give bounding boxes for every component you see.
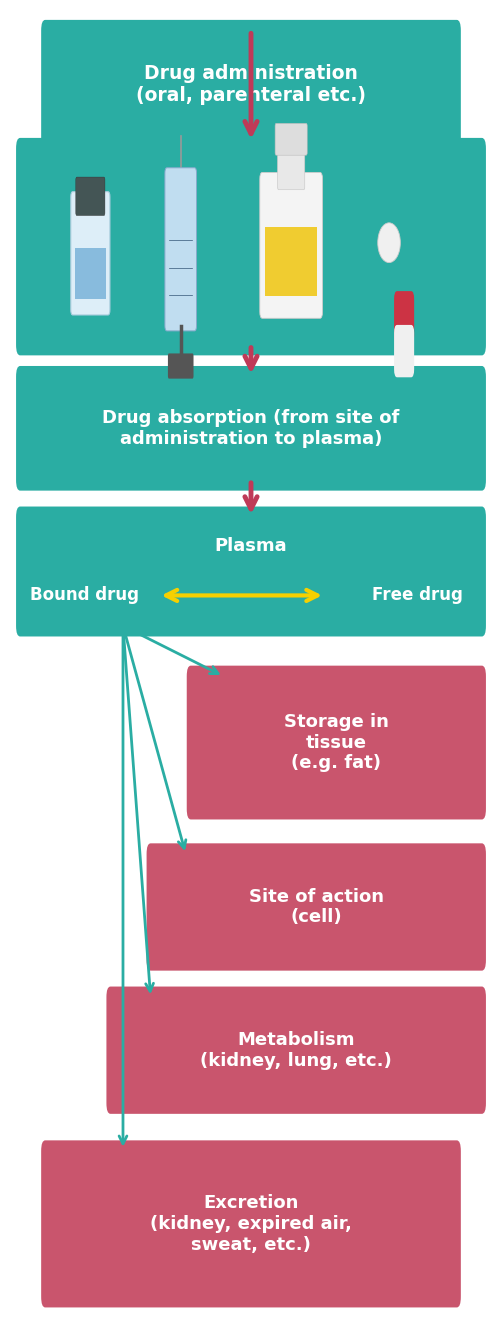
FancyBboxPatch shape <box>393 325 413 378</box>
Text: Site of action
(cell): Site of action (cell) <box>248 887 383 927</box>
FancyBboxPatch shape <box>75 248 106 300</box>
FancyBboxPatch shape <box>16 366 485 491</box>
FancyBboxPatch shape <box>16 138 485 355</box>
FancyBboxPatch shape <box>16 507 485 636</box>
FancyBboxPatch shape <box>186 666 485 819</box>
FancyBboxPatch shape <box>277 147 304 190</box>
Text: Metabolism
(kidney, lung, etc.): Metabolism (kidney, lung, etc.) <box>200 1030 391 1070</box>
FancyBboxPatch shape <box>167 354 193 379</box>
FancyBboxPatch shape <box>265 227 317 296</box>
FancyBboxPatch shape <box>275 123 307 155</box>
FancyBboxPatch shape <box>260 172 322 318</box>
Text: Excretion
(kidney, expired air,
sweat, etc.): Excretion (kidney, expired air, sweat, e… <box>150 1195 351 1253</box>
Text: Drug absorption (from site of
administration to plasma): Drug absorption (from site of administra… <box>102 408 399 448</box>
FancyBboxPatch shape <box>41 20 460 150</box>
Text: Storage in
tissue
(e.g. fat): Storage in tissue (e.g. fat) <box>284 713 388 772</box>
Text: Drug administration
(oral, parenteral etc.): Drug administration (oral, parenteral et… <box>136 65 365 105</box>
FancyBboxPatch shape <box>76 178 105 216</box>
Text: Free drug: Free drug <box>371 586 462 605</box>
FancyBboxPatch shape <box>146 843 485 971</box>
FancyBboxPatch shape <box>106 987 485 1114</box>
FancyBboxPatch shape <box>71 192 110 316</box>
Text: Plasma: Plasma <box>214 537 287 556</box>
FancyBboxPatch shape <box>393 292 413 343</box>
Text: Bound drug: Bound drug <box>30 586 139 605</box>
Ellipse shape <box>377 223 400 263</box>
FancyBboxPatch shape <box>164 168 196 332</box>
FancyBboxPatch shape <box>41 1140 460 1307</box>
